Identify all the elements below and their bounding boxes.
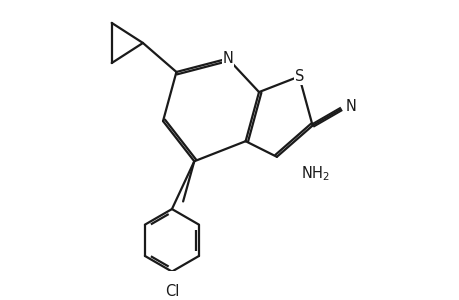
Text: N: N [345, 99, 356, 114]
Text: N: N [222, 51, 233, 66]
Text: S: S [294, 69, 303, 84]
Text: Cl: Cl [164, 284, 179, 299]
Text: NH$_2$: NH$_2$ [301, 164, 330, 183]
